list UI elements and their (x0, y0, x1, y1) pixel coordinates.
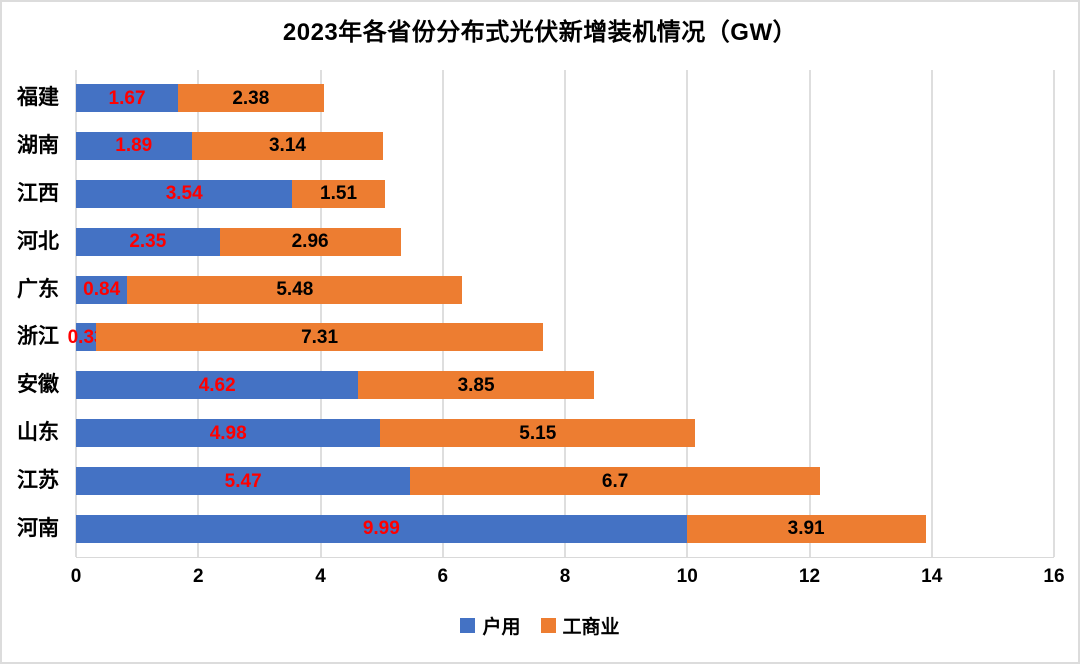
value-label: 6.7 (601, 470, 629, 492)
bar-row: 河北 2.35 2.96 (17, 227, 1054, 256)
plot-area: 福建 1.67 2.38 湖南 1.89 3.14 江西 3.54 1.51 河北 2.35 2.96… (17, 70, 1055, 558)
legend-label: 工商业 (562, 617, 620, 638)
legend-item-户用: 户用 (460, 612, 521, 639)
x-tick-label: 12 (798, 566, 821, 587)
legend: 户用 工商业 (2, 612, 1078, 639)
category-label: 河北 (17, 229, 59, 253)
value-label: 1.67 (108, 87, 146, 109)
bar-segment-户用: 5.47 (76, 467, 411, 495)
category-label: 山东 (17, 421, 59, 445)
value-label: 1.51 (320, 183, 358, 205)
x-tick-label: 8 (559, 566, 571, 587)
value-label: 5.15 (519, 422, 557, 444)
value-label: 0.33 (67, 326, 105, 348)
legend-swatch-icon (540, 618, 556, 633)
value-label: 3.91 (787, 518, 825, 540)
bar-row: 安徽 4.62 3.85 (17, 371, 1054, 400)
bar-segment-户用: 2.35 (76, 227, 220, 256)
bar-segment-户用: 9.99 (76, 514, 687, 543)
bar-row: 山东 4.98 5.15 (17, 419, 1054, 448)
value-label: 7.31 (301, 326, 339, 348)
bar-row: 江苏 5.47 6.7 (17, 467, 1054, 495)
x-tick-label: 6 (437, 566, 449, 587)
bar-row: 浙江 0.33 7.31 (17, 323, 1054, 352)
bar-segment-工商业: 2.96 (219, 227, 401, 256)
bar-rows: 福建 1.67 2.38 湖南 1.89 3.14 江西 3.54 1.51 河北 2.35 2.96… (17, 70, 1054, 557)
legend-item-工商业: 工商业 (540, 612, 620, 639)
value-label: 3.85 (457, 374, 495, 396)
x-tick-label: 16 (1043, 566, 1065, 587)
bar-segment-工商业: 5.48 (127, 275, 463, 304)
value-label: 2.35 (129, 231, 167, 253)
value-label: 3.14 (268, 135, 306, 157)
x-tick-label: 4 (315, 566, 326, 587)
category-label: 江苏 (17, 469, 59, 492)
value-label: 0.84 (83, 279, 121, 300)
bar-segment-工商业: 7.31 (96, 323, 543, 352)
value-label: 2.38 (232, 87, 270, 109)
x-tick-label: 14 (921, 566, 943, 587)
category-label: 广东 (17, 277, 59, 301)
bar-row: 湖南 1.89 3.14 (17, 131, 1054, 160)
value-label: 2.96 (291, 231, 329, 253)
chart-area: 福建 1.67 2.38 湖南 1.89 3.14 江西 3.54 1.51 河北 2.35 2.96… (17, 70, 1065, 590)
bar-segment-户用: 0.84 (76, 275, 128, 304)
bar-segment-工商业: 3.14 (191, 131, 384, 160)
bar-segment-户用: 1.67 (76, 84, 179, 112)
bar-row: 福建 1.67 2.38 (17, 84, 1054, 112)
bar-segment-户用: 3.54 (76, 179, 293, 208)
x-axis: 0 2 4 6 8 10 12 14 16 (71, 558, 1065, 590)
category-label: 湖南 (17, 133, 59, 157)
value-label: 9.99 (362, 518, 400, 540)
bar-segment-工商业: 1.51 (292, 179, 385, 208)
bar-segment-工商业: 2.38 (178, 84, 324, 112)
value-label: 4.98 (209, 422, 247, 444)
bar-segment-工商业: 3.85 (358, 371, 594, 400)
chart-title: 2023年各省份分布式光伏新增装机情况（GW） (282, 19, 798, 46)
value-label: 4.62 (198, 374, 236, 396)
bar-row: 江西 3.54 1.51 (17, 179, 1054, 208)
bar-segment-工商业: 3.91 (686, 514, 926, 543)
x-tick-label: 0 (70, 566, 82, 587)
bar-segment-工商业: 6.7 (410, 467, 820, 495)
category-label: 浙江 (17, 325, 59, 349)
category-label: 福建 (17, 86, 59, 109)
value-label: 1.89 (115, 135, 153, 157)
bar-segment-户用: 1.89 (76, 131, 192, 160)
bar-segment-工商业: 5.15 (380, 419, 696, 448)
category-label: 安徽 (17, 373, 59, 397)
category-label: 河南 (17, 516, 59, 540)
value-label: 3.54 (165, 183, 203, 205)
bar-row: 广东 0.84 5.48 (17, 275, 1054, 304)
bar-segment-户用: 0.33 (68, 323, 105, 352)
x-tick-label: 2 (192, 566, 204, 587)
bar-row: 河南 9.99 3.91 (17, 514, 1054, 543)
value-label: 5.48 (276, 279, 314, 300)
legend-label: 户用 (482, 617, 521, 638)
legend-swatch-icon (460, 618, 476, 633)
x-tick-label: 10 (676, 566, 698, 587)
category-label: 江西 (17, 181, 59, 205)
bar-segment-户用: 4.62 (76, 371, 359, 400)
value-label: 5.47 (224, 470, 262, 492)
bar-segment-户用: 4.98 (76, 419, 381, 448)
